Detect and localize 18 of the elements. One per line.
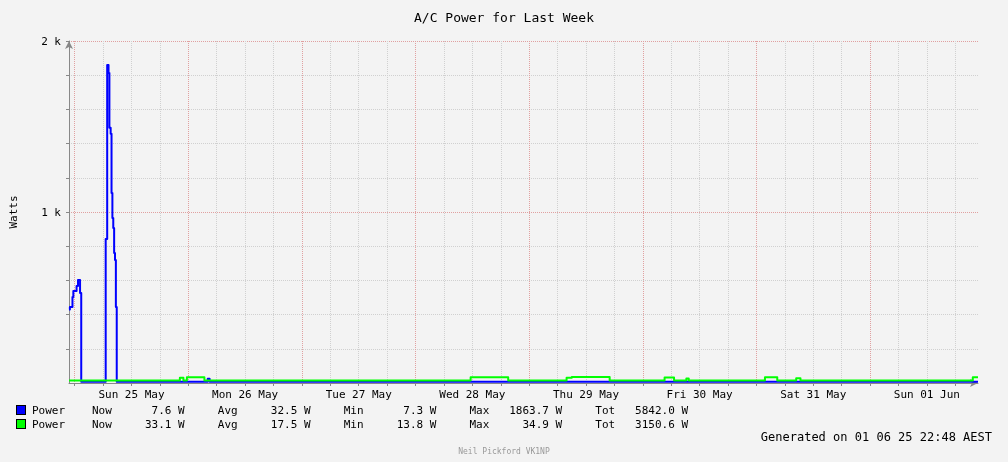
y-tick-label: 2 k [41,34,62,48]
x-tick-label: Thu 29 May [552,388,620,401]
x-tick-label: Fri 30 May [666,388,734,401]
y-tick-label: 1 k [41,205,62,219]
text: Now 33.1 W Avg 17.5 W Min 13.8 W Max 34.9 W Tot 3150.6 W [92,417,689,431]
legend-label: Power [32,417,67,431]
x-tick-label: Sun 01 Jun [893,388,960,401]
text: Generated on 01 06 25 22:48 AEST [760,430,992,444]
x-tick-label: Sat 31 May [780,388,847,401]
x-tick-label: Sun 25 May [98,388,165,401]
x-tick-label: Tue 27 May [325,388,393,401]
text: Neil Pickford VK1NP [457,447,551,456]
text: Now 7.6 W Avg 32.5 W Min 7.3 W Max 1863.7 W Tot 5842.0 W [92,403,689,417]
x-tick-label: Mon 26 May [212,388,279,401]
x-tick-label: Wed 28 May [439,388,506,401]
legend-label: Power [32,403,67,417]
chart-title: A/C Power for Last Week [413,10,595,25]
y-axis-title: Watts [7,195,20,229]
